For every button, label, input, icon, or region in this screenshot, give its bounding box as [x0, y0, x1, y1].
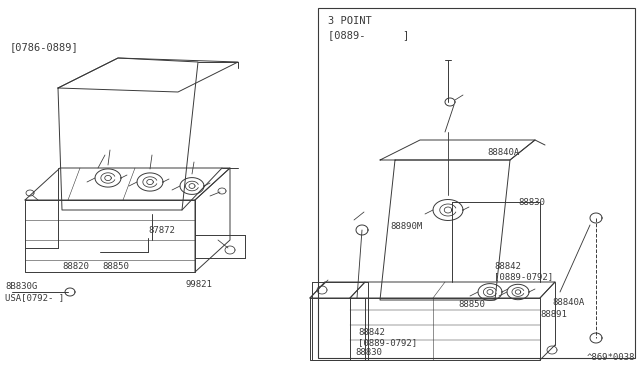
Text: 88840A: 88840A [487, 148, 519, 157]
Text: ^869*0038: ^869*0038 [587, 353, 635, 362]
Text: 8B830G: 8B830G [5, 282, 37, 291]
Text: [0889-0792]: [0889-0792] [494, 272, 553, 281]
Text: 99821: 99821 [185, 280, 212, 289]
Text: 88842: 88842 [494, 262, 521, 271]
Text: 88890M: 88890M [390, 222, 422, 231]
Text: 87872: 87872 [148, 226, 175, 235]
Text: 3 POINT: 3 POINT [328, 16, 372, 26]
Text: [0786-0889]: [0786-0889] [10, 42, 79, 52]
Text: 88850: 88850 [102, 262, 129, 271]
Text: 88850: 88850 [458, 300, 485, 309]
Text: 88830: 88830 [355, 348, 382, 357]
Text: [0889-      ]: [0889- ] [328, 30, 409, 40]
Text: [0889-0792]: [0889-0792] [358, 338, 417, 347]
Bar [318, 8, 635, 358]
Text: 88840A: 88840A [552, 298, 584, 307]
Text: 88891: 88891 [540, 310, 567, 319]
Text: 88830: 88830 [518, 198, 545, 207]
Text: 88842: 88842 [358, 328, 385, 337]
Text: USA[0792- ]: USA[0792- ] [5, 293, 64, 302]
Text: 88820: 88820 [62, 262, 89, 271]
